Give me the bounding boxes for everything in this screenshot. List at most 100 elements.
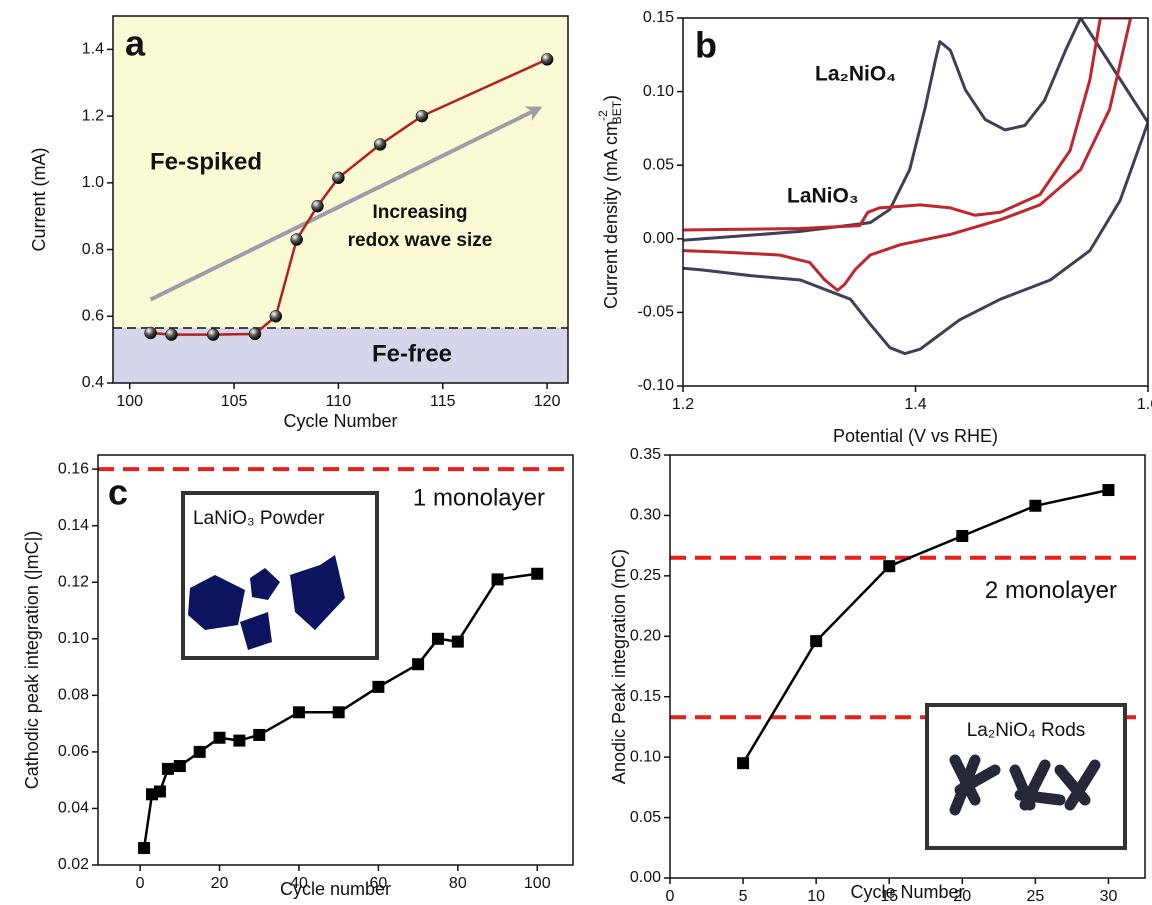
inset-particle: [188, 575, 245, 630]
panel: 0 20 40 60 80 100 0.02 0.04 0.06 0.08 0.10 0.12 0.14…: [22, 454, 574, 899]
y-tick-label: 0.35: [630, 446, 661, 463]
y-tick-label: 0.30: [630, 507, 661, 524]
x-tick-label: 120: [534, 393, 561, 410]
marker: [248, 327, 262, 341]
y-tick-label: 1.0: [82, 174, 104, 191]
y-tick-label: 0.14: [58, 517, 89, 534]
inset-particle: [240, 612, 272, 650]
y-tick-label: 0.12: [58, 573, 89, 590]
annotation: Increasing: [372, 202, 467, 223]
inset-label: La₂NiO₄ Rods: [967, 720, 1086, 741]
reference-label: 2 monolayer: [985, 577, 1117, 604]
x-axis-label: Cycle Number: [283, 411, 397, 431]
plot-frame: [97, 454, 574, 866]
y-tick-label: 0.15: [643, 9, 674, 26]
plot-frame: [669, 454, 1146, 879]
annotation: Fe-spiked: [150, 148, 262, 175]
x-tick-label: 25: [1026, 888, 1044, 905]
marker: [372, 680, 385, 693]
trend-arrow: [149, 106, 543, 302]
y-axis-label-end: ): [601, 95, 621, 101]
inset-rod: [1064, 759, 1101, 811]
panel: 1.2 1.4 1.6 -0.10 -0.05 0.00 0.05 0.10 0.15 La₂Ni…: [596, 9, 1152, 446]
x-tick-label: 60: [369, 875, 387, 892]
marker: [173, 760, 186, 773]
x-tick-label: 40: [290, 875, 308, 892]
panel-label: a: [125, 23, 146, 64]
y-tick-label: 0.00: [643, 230, 674, 247]
x-tick-label: 115: [430, 393, 456, 410]
x-axis-label: Cycle number: [280, 879, 391, 899]
marker: [153, 785, 166, 798]
x-tick-label: 105: [221, 393, 248, 410]
marker: [292, 706, 305, 719]
x-tick-label: 100: [524, 875, 551, 892]
marker: [451, 635, 464, 648]
panel-label: b: [695, 25, 717, 66]
marker: [332, 706, 345, 719]
y-tick-label: 0.8: [82, 241, 104, 258]
y-axis-label: Anodic Peak integration (mC): [609, 549, 629, 784]
marker: [138, 842, 151, 855]
y-tick-label: 0.02: [58, 856, 89, 873]
y-tick-label: 1.4: [82, 41, 104, 58]
x-axis-label: Cycle Number: [850, 882, 964, 902]
y-tick-label: 0.6: [82, 307, 104, 324]
y-tick-label: 0.16: [58, 460, 89, 477]
inset-rod: [1014, 789, 1066, 806]
marker: [165, 328, 178, 341]
x-tick-label: 15: [880, 888, 898, 905]
inset-particle: [290, 555, 345, 630]
y-axis-label-sup: -2: [596, 110, 610, 121]
y-tick-label: 0.05: [643, 156, 674, 173]
marker: [206, 328, 220, 341]
y-tick-label: 0.08: [58, 687, 89, 704]
region-below: [113, 327, 568, 383]
series-line: [683, 18, 1133, 292]
y-tick-label: 0.4: [82, 374, 104, 391]
y-tick-label: -0.10: [638, 377, 675, 394]
x-tick-label: 20: [953, 888, 971, 905]
marker: [311, 199, 324, 213]
marker: [161, 762, 174, 775]
x-tick-label: 100: [116, 393, 143, 410]
marker: [540, 53, 554, 66]
inset-rod: [954, 764, 1001, 796]
marker: [531, 567, 544, 580]
marker: [213, 731, 226, 744]
marker: [193, 745, 206, 758]
panel: 0 5 10 15 20 25 30 0.00 0.05 0.10 0.15 0.20 0.25 0.30…: [609, 446, 1146, 905]
marker: [412, 658, 425, 671]
marker: [1102, 484, 1115, 497]
y-axis-label-text: Current density (mA cm: [601, 121, 621, 309]
annotation: redox wave size: [348, 230, 493, 251]
x-tick-label: 0: [136, 875, 145, 892]
marker: [737, 757, 750, 770]
marker: [253, 728, 266, 741]
y-tick-label: 0.00: [630, 869, 661, 886]
marker: [332, 171, 345, 185]
x-tick-label: 30: [1100, 888, 1118, 905]
marker: [373, 138, 387, 151]
series-line: [683, 18, 1148, 356]
marker: [290, 233, 303, 246]
marker: [491, 573, 504, 586]
y-tick-label: 0.15: [630, 688, 661, 705]
marker: [883, 560, 896, 573]
y-tick-label: 1.2: [82, 107, 104, 124]
x-tick-label: 1.2: [672, 396, 694, 413]
inset-label: LaNiO₃ Powder: [193, 508, 325, 529]
marker: [233, 734, 246, 747]
panel-label: c: [108, 472, 128, 513]
annotation: Fe-free: [372, 340, 452, 367]
x-tick-label: 20: [211, 875, 229, 892]
y-tick-label: 0.10: [630, 748, 661, 765]
y-tick-label: 0.10: [58, 630, 89, 647]
y-axis-label: Current density (mA cm-2BET): [596, 95, 624, 309]
plot-frame: [682, 17, 1149, 387]
x-tick-label: 80: [449, 875, 467, 892]
y-axis-label-sub: BET: [610, 100, 624, 124]
marker: [1029, 499, 1042, 512]
series-line: [742, 488, 1109, 764]
y-tick-label: 0.20: [630, 628, 661, 645]
